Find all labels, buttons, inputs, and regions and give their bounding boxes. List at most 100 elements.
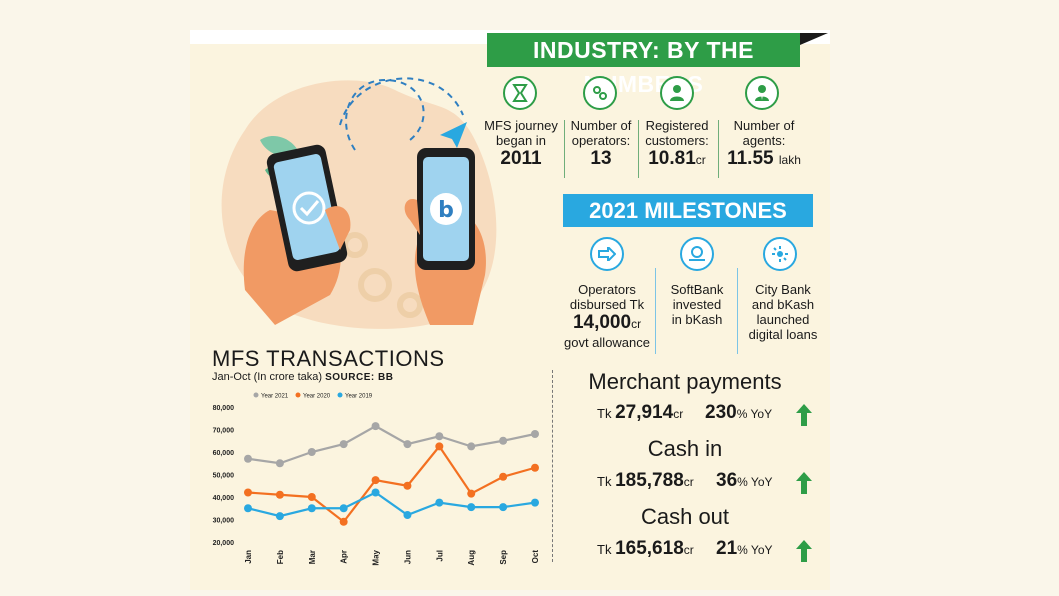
y-tick-label: 70,000 bbox=[213, 428, 235, 435]
divider bbox=[718, 120, 719, 178]
transactions-line-chart: 80,000 70,000 60,000 50,000 40,000 30,000 20,0… bbox=[213, 392, 540, 566]
data-point bbox=[403, 481, 412, 490]
chart-subtitle-text: Jan-Oct (In crore taka) bbox=[212, 371, 323, 383]
data-point bbox=[403, 511, 412, 519]
stat-value: 10.81 bbox=[648, 148, 696, 169]
legend-label: Year 2020 bbox=[303, 394, 331, 400]
y-tick-label: 50,000 bbox=[213, 473, 235, 480]
data-point bbox=[499, 472, 508, 481]
metric-yoy-label: % YoY bbox=[737, 543, 773, 557]
data-point bbox=[403, 440, 412, 449]
divider bbox=[564, 120, 565, 178]
metric-prefix: Tk bbox=[597, 474, 612, 489]
data-point bbox=[244, 488, 252, 497]
stat-journey: MFS journey began in 2011 bbox=[482, 118, 560, 170]
series-line bbox=[247, 424, 536, 465]
y-tick-label: 60,000 bbox=[213, 450, 235, 457]
milestone-line: digital loans bbox=[748, 327, 818, 342]
metric-pct: 230 bbox=[705, 402, 737, 423]
dashed-divider bbox=[552, 370, 553, 562]
metric-row: Tk 185,788cr bbox=[597, 470, 694, 492]
stat-value: 11.55 bbox=[727, 148, 774, 169]
milestone-line: in bKash bbox=[671, 312, 723, 327]
series-line bbox=[247, 491, 536, 518]
up-arrow-icon bbox=[796, 540, 812, 562]
metric-title: Merchant payments bbox=[588, 369, 782, 394]
taka-logo-icon bbox=[430, 193, 462, 225]
legend-label: Year 2019 bbox=[345, 394, 373, 400]
x-tick-label: Oct bbox=[531, 550, 540, 564]
data-point bbox=[307, 493, 316, 501]
x-tick-label: Apr bbox=[340, 550, 349, 564]
metric-yoy: 36% YoY bbox=[716, 470, 773, 492]
hourglass-icon bbox=[503, 76, 537, 110]
legend-marker bbox=[337, 392, 343, 398]
stat-label: Number of operators: bbox=[570, 118, 632, 148]
data-point bbox=[499, 503, 508, 512]
y-tick-label: 30,000 bbox=[213, 518, 235, 525]
data-point bbox=[339, 517, 348, 526]
data-point bbox=[435, 442, 444, 451]
data-point bbox=[275, 512, 284, 521]
data-point bbox=[467, 442, 476, 451]
data-point bbox=[531, 463, 539, 472]
digital-loan-icon bbox=[763, 237, 797, 271]
data-point bbox=[307, 448, 316, 456]
metric-value: 27,914 bbox=[615, 402, 674, 423]
data-point bbox=[275, 490, 284, 499]
data-point bbox=[371, 488, 380, 497]
data-point bbox=[244, 454, 252, 463]
milestone-line: City Bank bbox=[755, 282, 811, 297]
y-tick-label: 20,000 bbox=[213, 540, 235, 547]
data-point bbox=[435, 498, 444, 507]
stat-unit: lakh bbox=[778, 153, 801, 167]
x-tick-label: Jan bbox=[244, 550, 253, 564]
milestone-unit: cr bbox=[631, 317, 642, 331]
stat-agents: Number of agents: 11.55 lakh bbox=[720, 118, 808, 171]
metric-value: 165,618 bbox=[615, 538, 684, 559]
milestone-softbank: SoftBank invested in bKash bbox=[658, 282, 736, 327]
metric-prefix: Tk bbox=[597, 542, 612, 557]
x-tick-label: May bbox=[372, 549, 381, 565]
y-tick-label: 80,000 bbox=[213, 405, 235, 412]
data-point bbox=[467, 489, 476, 498]
data-point bbox=[531, 430, 539, 438]
metric-unit: cr bbox=[683, 475, 694, 489]
stat-customers: Registered customers: 10.81cr bbox=[640, 118, 714, 171]
data-point bbox=[467, 503, 476, 512]
x-tick-label: Sep bbox=[499, 550, 508, 565]
legend-label: Year 2021 bbox=[261, 394, 289, 400]
data-point bbox=[275, 459, 284, 468]
customer-icon bbox=[660, 76, 694, 110]
metric-yoy-label: % YoY bbox=[737, 475, 773, 489]
up-arrow-icon bbox=[796, 472, 812, 494]
metric-yoy: 230% YoY bbox=[705, 402, 772, 424]
metric-value: 185,788 bbox=[615, 470, 684, 491]
metric-title: Cash in bbox=[647, 436, 723, 461]
metric-title: Cash out bbox=[640, 504, 730, 529]
data-point bbox=[531, 498, 539, 507]
data-point bbox=[435, 432, 444, 441]
investment-hand-icon bbox=[680, 237, 714, 271]
stat-value: 2011 bbox=[500, 148, 542, 169]
x-tick-label: Jul bbox=[435, 550, 444, 562]
stat-unit: cr bbox=[695, 153, 706, 167]
milestone-line: and bKash bbox=[751, 297, 815, 312]
milestone-loans: City Bank and bKash launched digital loa… bbox=[740, 282, 826, 342]
metric-pct: 36 bbox=[716, 470, 738, 491]
data-point bbox=[307, 504, 316, 513]
milestone-line: SoftBank bbox=[670, 282, 724, 297]
divider bbox=[655, 268, 656, 354]
data-point bbox=[371, 476, 380, 485]
metric-yoy-label: % YoY bbox=[736, 407, 773, 421]
milestone-line: Operators bbox=[578, 282, 636, 297]
chart-source: SOURCE: BB bbox=[325, 372, 394, 383]
x-tick-label: Feb bbox=[276, 550, 285, 564]
milestone-value: 14,000 bbox=[572, 312, 632, 333]
stat-value: 13 bbox=[590, 148, 612, 169]
phone-transfer-illustration: b bbox=[221, 77, 497, 329]
metric-unit: cr bbox=[683, 543, 694, 557]
milestone-line: disbursed Tk bbox=[569, 297, 645, 312]
x-tick-label: Jun bbox=[403, 550, 412, 564]
data-point bbox=[371, 422, 380, 431]
